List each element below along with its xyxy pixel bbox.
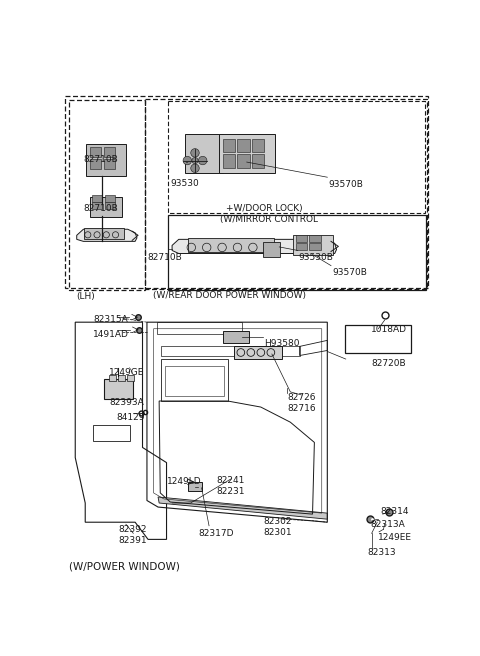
Text: 82393A: 82393A [109,398,144,407]
Polygon shape [158,497,327,519]
FancyBboxPatch shape [86,144,126,176]
Text: 82317D: 82317D [198,529,233,539]
Text: (LH): (LH) [76,292,95,301]
Circle shape [183,156,192,165]
FancyBboxPatch shape [310,236,321,242]
FancyBboxPatch shape [296,243,307,250]
Text: 1491AD: 1491AD [93,330,129,338]
Text: 82726
82716: 82726 82716 [288,393,316,413]
Text: 1249EE: 1249EE [378,533,411,542]
FancyBboxPatch shape [292,236,333,255]
FancyBboxPatch shape [109,375,116,380]
Text: (W/MIRROR CONTROL: (W/MIRROR CONTROL [220,215,318,224]
Text: 1249GE: 1249GE [109,367,144,377]
Text: 82710B: 82710B [84,155,118,165]
FancyBboxPatch shape [263,241,280,257]
FancyBboxPatch shape [237,154,250,167]
FancyBboxPatch shape [234,346,282,359]
FancyBboxPatch shape [184,134,223,173]
Text: 1018AD: 1018AD [371,325,407,334]
Text: 84129: 84129 [116,413,144,422]
FancyBboxPatch shape [188,238,274,253]
Text: +W/DOOR LOCK): +W/DOOR LOCK) [226,204,302,213]
Text: 93530: 93530 [170,178,199,188]
FancyBboxPatch shape [118,375,125,380]
Text: 82720B: 82720B [372,359,406,367]
FancyBboxPatch shape [127,375,134,380]
Text: 82315A: 82315A [93,315,128,324]
Text: 82313A: 82313A [370,520,405,529]
FancyBboxPatch shape [223,331,249,343]
Text: 82313: 82313 [367,548,396,558]
FancyBboxPatch shape [219,134,275,173]
Text: 82302
82301: 82302 82301 [264,517,292,537]
FancyBboxPatch shape [104,379,133,400]
Circle shape [191,164,199,173]
FancyBboxPatch shape [105,195,115,202]
Text: 93570B: 93570B [328,180,363,189]
Text: 82392
82391: 82392 82391 [119,525,147,545]
Text: 82314: 82314 [381,507,409,516]
FancyBboxPatch shape [92,203,102,209]
Text: 1249LD: 1249LD [167,477,201,485]
Text: (W/REAR DOOR POWER WINDOW): (W/REAR DOOR POWER WINDOW) [153,291,306,300]
FancyBboxPatch shape [237,139,250,152]
FancyBboxPatch shape [223,139,235,152]
Text: 82710B: 82710B [84,204,118,213]
Text: H93580: H93580 [264,339,299,348]
Polygon shape [172,239,336,253]
FancyBboxPatch shape [105,203,115,209]
FancyBboxPatch shape [104,159,115,169]
FancyBboxPatch shape [252,154,264,167]
Circle shape [192,157,198,163]
Text: 82241
82231: 82241 82231 [216,476,245,497]
FancyBboxPatch shape [92,195,102,202]
FancyBboxPatch shape [90,197,122,217]
FancyBboxPatch shape [90,147,101,157]
Text: 82710B: 82710B [147,253,182,262]
FancyBboxPatch shape [223,154,235,167]
Text: 93530B: 93530B [299,253,334,262]
FancyBboxPatch shape [90,159,101,169]
FancyBboxPatch shape [84,228,124,239]
FancyBboxPatch shape [252,139,264,152]
Circle shape [191,149,199,157]
FancyBboxPatch shape [296,236,307,242]
Text: (W/POWER WINDOW): (W/POWER WINDOW) [69,561,180,571]
Circle shape [198,156,207,165]
Text: 93570B: 93570B [332,268,367,277]
FancyBboxPatch shape [310,243,321,250]
FancyBboxPatch shape [188,482,202,491]
FancyBboxPatch shape [104,147,115,157]
Polygon shape [77,229,137,241]
